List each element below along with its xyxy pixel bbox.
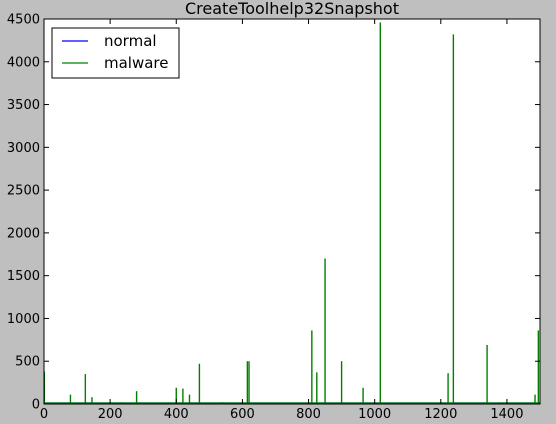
y-tick-label: 1500 xyxy=(7,269,40,284)
x-tick-label: 1200 xyxy=(424,407,457,422)
x-tick-label: 0 xyxy=(40,407,48,422)
y-tick-label: 2500 xyxy=(7,184,40,199)
y-tick-label: 4000 xyxy=(7,55,40,70)
legend-label-malware: malware xyxy=(104,54,169,72)
y-tick-label: 4500 xyxy=(7,13,40,28)
legend: normal malware xyxy=(51,27,180,79)
x-tick-label: 200 xyxy=(98,407,123,422)
y-tick-label: 500 xyxy=(15,355,40,370)
x-tick-label: 1000 xyxy=(358,407,391,422)
legend-label-normal: normal xyxy=(104,32,157,50)
ticks-layer: 0 200 400 600 800 1000 1200 1400 0 500 1000 1500 200… xyxy=(7,13,540,422)
chart-title: CreateToolhelp32Snapshot xyxy=(185,0,399,18)
x-tick-label: 400 xyxy=(164,407,189,422)
plot-frame xyxy=(43,18,541,405)
x-tick-label: 600 xyxy=(230,407,255,422)
plot-area xyxy=(44,19,540,404)
y-tick-label: 2000 xyxy=(7,226,40,241)
y-tick-label: 1000 xyxy=(7,312,40,327)
legend-box xyxy=(51,27,180,79)
y-tick-label: 0 xyxy=(32,398,40,413)
x-tick-label: 1400 xyxy=(490,407,523,422)
y-tick-label: 3500 xyxy=(7,98,40,113)
x-tick-label: 800 xyxy=(296,407,321,422)
y-tick-label: 3000 xyxy=(7,141,40,156)
series-layer xyxy=(43,22,540,404)
